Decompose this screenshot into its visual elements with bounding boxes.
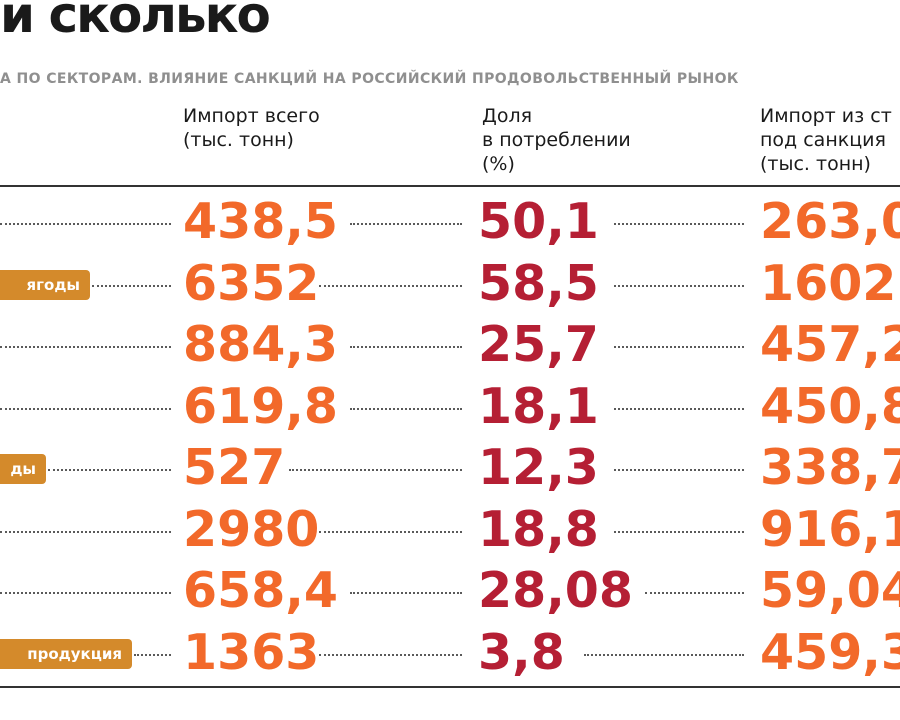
value-sanctioned-import: 450,8 bbox=[760, 377, 900, 435]
value-consumption-share: 58,5 bbox=[478, 254, 599, 312]
table-row: 2980 18,8 916,1 bbox=[0, 501, 900, 564]
table-row: 658,4 28,08 59,04 bbox=[0, 562, 900, 625]
leader-line bbox=[614, 407, 744, 410]
category-label: продукция bbox=[0, 638, 132, 669]
leader-line bbox=[319, 284, 462, 287]
leader-line bbox=[614, 223, 744, 225]
value-consumption-share: 28,08 bbox=[478, 562, 633, 619]
leader-line bbox=[349, 407, 462, 410]
value-sanctioned-import: 59,04 bbox=[760, 562, 900, 619]
value-consumption-share: 50,1 bbox=[478, 193, 599, 250]
table-row: 884,3 25,7 457,2 bbox=[0, 316, 900, 379]
leader-line bbox=[92, 284, 171, 287]
value-sanctioned-import: 338,7 bbox=[760, 439, 900, 496]
page-title: и сколько bbox=[0, 0, 271, 44]
value-sanctioned-import: 916,1 bbox=[760, 500, 900, 558]
value-sanctioned-import: 1602 bbox=[760, 254, 897, 312]
leader-line bbox=[0, 346, 171, 348]
leader-line bbox=[349, 592, 462, 594]
leader-line bbox=[614, 346, 744, 348]
table-row: 438,5 50,1 263,0 bbox=[0, 193, 900, 256]
leader-line bbox=[644, 592, 744, 594]
value-sanctioned-import: 263,0 bbox=[760, 193, 900, 250]
table-row: ды 527 12,3 338,7 bbox=[0, 439, 900, 502]
table-row: ягоды 6352 58,5 1602 bbox=[0, 255, 900, 318]
value-consumption-share: 12,3 bbox=[478, 439, 599, 496]
leader-line bbox=[48, 469, 171, 471]
table-row: 619,8 18,1 450,8 bbox=[0, 378, 900, 441]
leader-line bbox=[614, 530, 744, 533]
table-row: продукция 1363 3,8 459,3 bbox=[0, 624, 900, 687]
leader-line bbox=[0, 407, 171, 410]
leader-line bbox=[0, 530, 171, 533]
footer-rule bbox=[0, 686, 900, 688]
value-total-import: 2980 bbox=[183, 500, 320, 558]
page-subtitle: а по секторам. влияние санкций на россий… bbox=[0, 71, 739, 87]
value-consumption-share: 25,7 bbox=[478, 316, 599, 373]
leader-line bbox=[614, 469, 744, 471]
leader-line bbox=[134, 653, 171, 656]
value-total-import: 1363 bbox=[183, 623, 320, 681]
column-header-consumption-share: Доля в потреблении (%) bbox=[482, 105, 631, 175]
value-total-import: 6352 bbox=[183, 254, 320, 312]
leader-line bbox=[319, 653, 462, 656]
category-label: ды bbox=[0, 454, 46, 484]
value-total-import: 438,5 bbox=[183, 193, 338, 250]
value-consumption-share: 18,1 bbox=[478, 377, 599, 435]
leader-line bbox=[319, 530, 462, 533]
leader-line bbox=[288, 469, 462, 471]
value-sanctioned-import: 459,3 bbox=[760, 623, 900, 681]
category-label: ягоды bbox=[0, 269, 90, 300]
leader-line bbox=[0, 592, 171, 594]
leader-line bbox=[0, 223, 171, 225]
value-consumption-share: 18,8 bbox=[478, 500, 599, 558]
leader-line bbox=[614, 284, 744, 287]
leader-line bbox=[349, 223, 462, 225]
leader-line bbox=[583, 653, 744, 656]
value-total-import: 658,4 bbox=[183, 562, 338, 619]
header-rule bbox=[0, 185, 900, 187]
column-header-total-import: Импорт всего (тыс. тонн) bbox=[183, 105, 320, 151]
column-header-sanctioned-import: Импорт из ст под санкция (тыс. тонн) bbox=[760, 105, 892, 175]
value-total-import: 527 bbox=[183, 439, 286, 496]
value-total-import: 619,8 bbox=[183, 377, 338, 435]
value-sanctioned-import: 457,2 bbox=[760, 316, 900, 373]
value-total-import: 884,3 bbox=[183, 316, 338, 373]
value-consumption-share: 3,8 bbox=[478, 623, 565, 681]
leader-line bbox=[349, 346, 462, 348]
